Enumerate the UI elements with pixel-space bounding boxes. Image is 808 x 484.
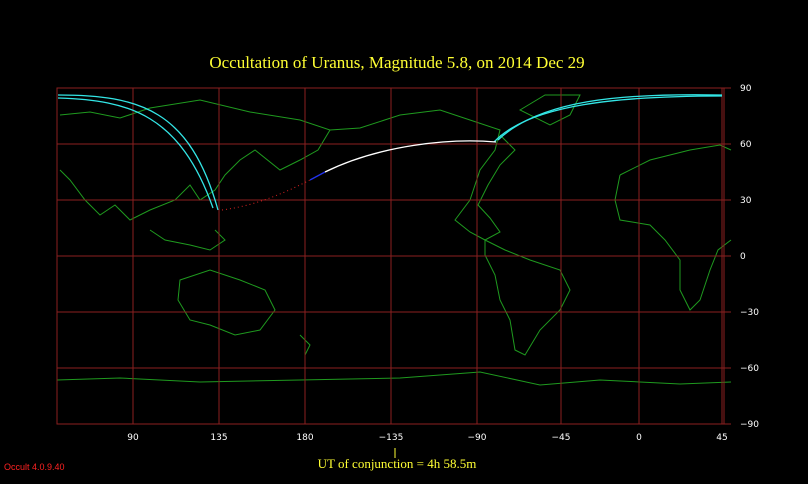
- coastline: [484, 239, 571, 356]
- longitude-label: 45: [716, 433, 727, 443]
- coastline: [518, 94, 581, 126]
- path-limit: [57, 94, 219, 211]
- twilight-path: [309, 171, 326, 181]
- coastline: [59, 99, 331, 221]
- path-limit: [493, 95, 723, 143]
- latitude-label: 30: [740, 196, 752, 206]
- coastline: [177, 269, 276, 336]
- latitude-label: 90: [740, 84, 752, 94]
- central-path: [324, 140, 497, 173]
- latitude-label: −60: [740, 364, 759, 374]
- longitude-label: 90: [127, 433, 139, 443]
- longitude-label: 0: [636, 433, 642, 443]
- latitude-label: −30: [740, 308, 759, 318]
- map-title: Occultation of Uranus, Magnitude 5.8, on…: [209, 53, 584, 72]
- longitude-label: 135: [210, 433, 227, 443]
- version-label: Occult 4.0.9.40: [4, 462, 65, 472]
- coastline: [56, 371, 732, 386]
- coastline: [149, 229, 226, 251]
- land-outlines: [56, 94, 732, 386]
- latitude-label: 60: [740, 140, 752, 150]
- longitude-label: −135: [379, 433, 404, 443]
- coastline: [299, 334, 311, 356]
- latitude-label: −90: [740, 420, 759, 430]
- conjunction-label: UT of conjunction = 4h 58.5m: [318, 456, 477, 471]
- latitude-label: 0: [740, 252, 746, 262]
- longitude-label: −45: [552, 433, 571, 443]
- longitude-label: −90: [468, 433, 487, 443]
- path-limit: [57, 97, 214, 209]
- daylight-path: [221, 179, 311, 211]
- occultation-paths: [57, 94, 723, 211]
- longitude-label: 180: [296, 433, 313, 443]
- graticule: [56, 87, 731, 425]
- coastline: [329, 109, 516, 241]
